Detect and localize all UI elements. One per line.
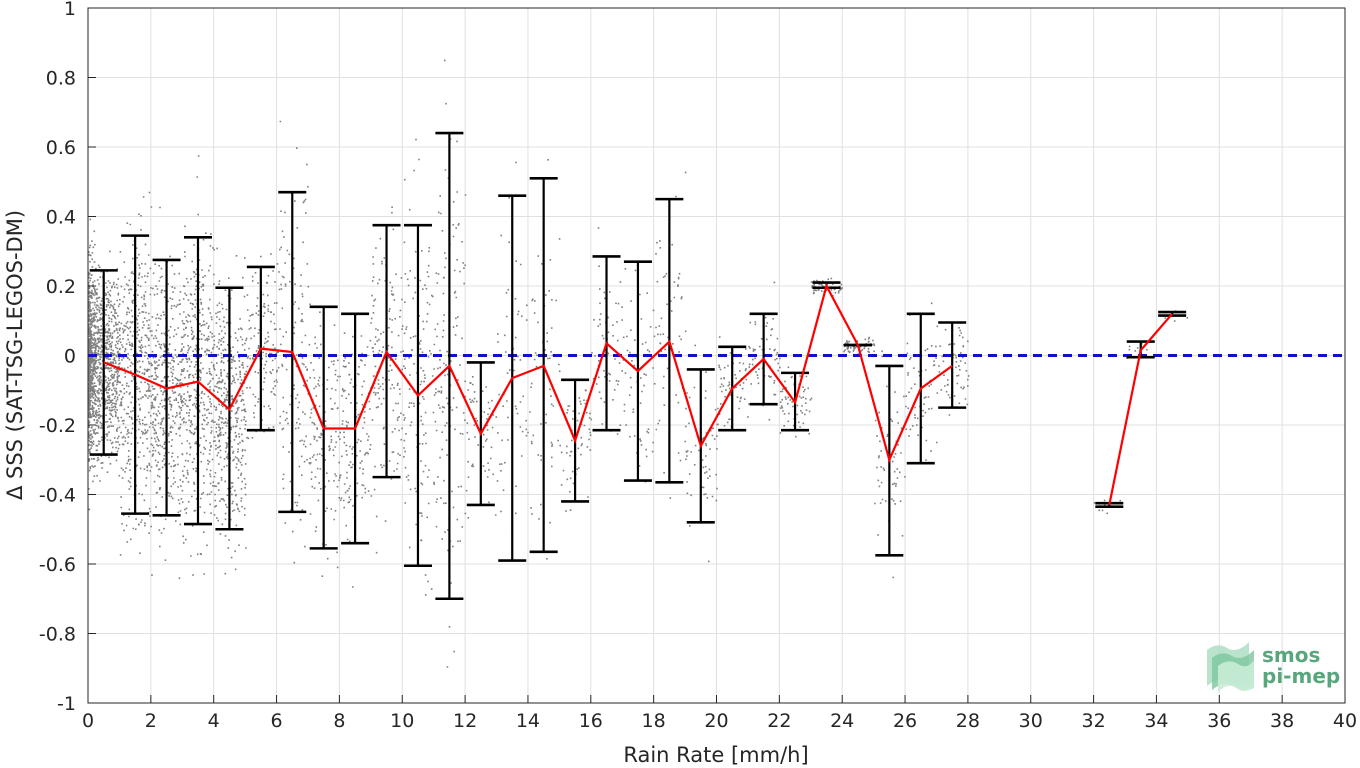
wave-logo-icon xyxy=(1207,642,1254,692)
y-tick-label: -0.4 xyxy=(39,485,76,507)
x-tick-label: 18 xyxy=(642,710,666,732)
x-tick-label: 16 xyxy=(579,710,603,732)
x-tick-label: 0 xyxy=(82,710,94,732)
y-tick-label: 0.6 xyxy=(46,137,76,159)
x-tick-label: 24 xyxy=(830,710,854,732)
smos-pi-mep-logo: smos pi-mep xyxy=(1207,642,1340,692)
logo-text-pi-mep: pi-mep xyxy=(1262,664,1340,688)
y-tick-label: 1 xyxy=(64,0,76,20)
y-tick-label: 0.8 xyxy=(46,68,76,90)
y-axis-label: Δ SSS (SAT-TSG-LEGOS-DM) xyxy=(3,210,27,500)
x-tick-label: 34 xyxy=(1144,710,1168,732)
x-tick-label: 40 xyxy=(1333,710,1357,732)
y-tick-label: -1 xyxy=(57,693,76,715)
y-tick-label: -0.2 xyxy=(39,415,76,437)
mean-line-segment-2 xyxy=(1108,313,1174,506)
mean-line-segment-1 xyxy=(103,283,953,464)
x-tick-label: 4 xyxy=(208,710,220,732)
y-tick-label: -0.6 xyxy=(39,554,76,576)
x-tick-label: 32 xyxy=(1082,710,1106,732)
logo-text-smos: smos xyxy=(1262,643,1320,667)
x-tick-label: 6 xyxy=(271,710,283,732)
x-axis-ticks: 0 2 4 6 8 10 12 14 16 18 20 22 24 26 28 30 32 34 36 38 40 xyxy=(82,695,1357,732)
x-tick-label: 36 xyxy=(1207,710,1231,732)
x-tick-label: 2 xyxy=(145,710,157,732)
x-axis-label: Rain Rate [mm/h] xyxy=(623,743,808,767)
x-tick-label: 12 xyxy=(453,710,477,732)
x-tick-label: 8 xyxy=(333,710,345,732)
x-tick-label: 26 xyxy=(893,710,917,732)
x-tick-label: 38 xyxy=(1270,710,1294,732)
errorbar xyxy=(938,321,967,409)
x-tick-label: 10 xyxy=(390,710,414,732)
y-tick-label: -0.8 xyxy=(39,624,76,646)
y-tick-label: 0.2 xyxy=(46,276,76,298)
x-tick-label: 28 xyxy=(956,710,980,732)
y-tick-label: 0 xyxy=(64,346,76,368)
y-axis-ticks: -1 -0.8 -0.6 -0.4 -0.2 0 0.2 0.4 0.6 0.8 1 xyxy=(39,0,96,715)
x-tick-label: 30 xyxy=(1019,710,1043,732)
y-tick-label: 0.4 xyxy=(46,207,76,229)
x-tick-label: 14 xyxy=(516,710,540,732)
x-tick-label: 20 xyxy=(704,710,728,732)
x-tick-label: 22 xyxy=(767,710,791,732)
